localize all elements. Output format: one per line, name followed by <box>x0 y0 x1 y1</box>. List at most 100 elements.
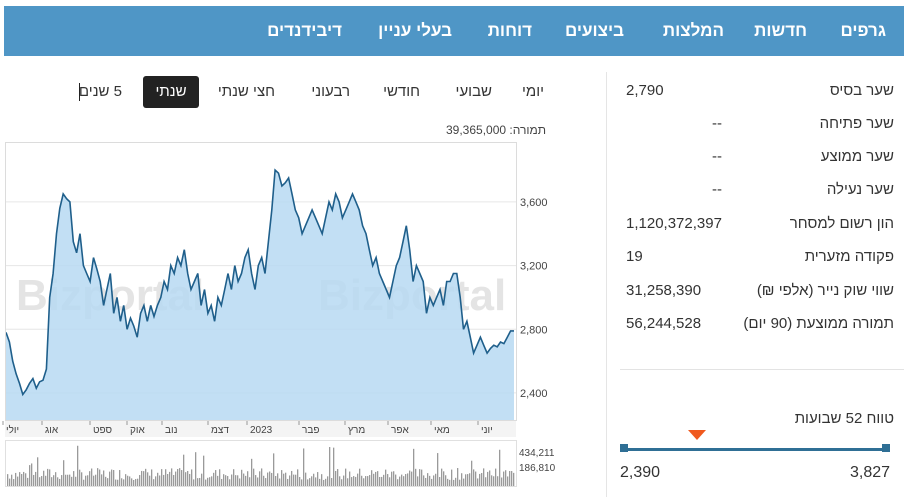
stat-row: הון רשום למסחר 1,120,372,397 <box>612 209 904 242</box>
volume-bar <box>239 478 241 486</box>
period-yearly[interactable]: שנתי <box>143 76 199 108</box>
volume-bar <box>315 477 317 486</box>
volume-bar <box>473 469 475 486</box>
volume-bar <box>419 469 421 486</box>
nav-tab-news[interactable]: חדשות <box>754 21 807 40</box>
volume-bar <box>143 471 145 486</box>
volume-bar <box>265 478 267 486</box>
volume-bar <box>189 473 191 486</box>
volume-bar <box>69 474 71 486</box>
volume-bar <box>125 474 127 486</box>
x-tick-label: אוק <box>130 425 145 436</box>
volume-bar <box>65 474 67 486</box>
stat-label: שער פתיחה <box>819 115 894 132</box>
period-half-year[interactable]: חצי שנתי <box>217 83 275 100</box>
volume-bar <box>441 468 443 486</box>
volume-bar <box>401 474 403 486</box>
x-tick-label: אפר <box>391 425 409 436</box>
volume-bar <box>75 476 77 486</box>
volume-bar <box>229 479 231 486</box>
volume-bar <box>303 448 305 486</box>
x-tick-label: דצמ <box>211 425 229 436</box>
volume-bar <box>455 477 457 486</box>
volume-bar <box>339 476 341 486</box>
nav-tab-reports[interactable]: דוחות <box>487 21 532 40</box>
volume-bar <box>365 476 367 486</box>
volume-tick-label: 186,810 <box>519 463 556 474</box>
volume-bar <box>199 477 201 486</box>
volume-bar <box>371 470 373 486</box>
price-chart[interactable]: BizportalBizportal 3,6003,2002,8002,400 … <box>0 138 560 497</box>
volume-bar <box>387 474 389 486</box>
volume-bar <box>489 470 491 486</box>
volume-bar <box>471 460 473 486</box>
volume-bar <box>197 478 199 486</box>
nav-tab-recommendations[interactable]: המלצות <box>662 21 724 40</box>
volume-bar <box>249 477 251 486</box>
nav-tab-dividends[interactable]: דיבידנדים <box>267 21 342 40</box>
volume-bar <box>421 469 423 486</box>
volume-bar <box>195 452 197 486</box>
volume-bar <box>187 470 189 486</box>
period-monthly[interactable]: חודשי <box>383 83 420 100</box>
volume-bar <box>45 475 47 486</box>
volume-bar <box>423 475 425 486</box>
volume-bar <box>407 473 409 486</box>
volume-bar <box>167 474 169 486</box>
volume-bar <box>145 468 147 486</box>
volume-bar <box>307 479 309 486</box>
volume-bar <box>225 475 227 486</box>
volume-bar <box>169 471 171 486</box>
volume-bar <box>51 477 53 486</box>
volume-bar <box>381 476 383 486</box>
volume-bar <box>509 470 511 486</box>
volume-bar <box>277 473 279 486</box>
period-weekly[interactable]: שבועי <box>455 83 492 100</box>
volume-bar <box>399 476 401 486</box>
volume-bar <box>467 474 469 486</box>
volume-bar <box>59 478 61 486</box>
volume-bar <box>147 472 149 486</box>
range-52-start-marker <box>620 444 628 452</box>
volume-bar <box>233 469 235 486</box>
top-navigation: גרפים חדשות המלצות ביצועים דוחות בעלי ענ… <box>4 6 904 56</box>
nav-tab-performance[interactable]: ביצועים <box>564 21 624 40</box>
volume-bar <box>319 478 321 486</box>
volume-bar <box>57 477 59 486</box>
volume-bar <box>331 477 333 486</box>
volume-bar <box>215 470 217 486</box>
volume-bar <box>513 472 515 486</box>
volume-bar <box>87 475 89 486</box>
volume-bar <box>425 477 427 486</box>
volume-bar <box>141 470 143 486</box>
volume-bar <box>25 473 27 486</box>
volume-bar <box>19 472 21 486</box>
period-quarterly[interactable]: רבעוני <box>311 83 350 100</box>
volume-bar <box>111 469 113 486</box>
period-daily[interactable]: יומי <box>522 83 544 100</box>
volume-bar <box>463 478 465 486</box>
range-52-end-marker <box>882 444 890 452</box>
volume-bar <box>281 470 283 486</box>
volume-bar <box>227 476 229 486</box>
volume-bar <box>27 477 29 486</box>
volume-bar <box>461 473 463 486</box>
nav-tab-stakeholders[interactable]: בעלי עניין <box>378 21 452 40</box>
volume-bar <box>171 468 173 486</box>
volume-bar <box>347 478 349 486</box>
price-area <box>6 170 514 420</box>
volume-bar <box>77 445 79 486</box>
period-selector: יומי שבועי חודשי רבעוני חצי שנתי שנתי 5 … <box>60 76 560 108</box>
volume-bar <box>117 479 119 486</box>
volume-bar <box>393 471 395 486</box>
nav-tab-graphs[interactable]: גרפים <box>840 21 886 40</box>
volume-bar <box>283 473 285 486</box>
x-tick-label: יולי <box>6 424 19 436</box>
volume-bar <box>337 469 339 486</box>
volume-bar <box>313 473 315 486</box>
volume-bar <box>309 478 311 486</box>
volume-bar <box>33 474 35 486</box>
period-5-years[interactable]: 5 שנים <box>78 83 122 100</box>
stat-row: שווי שוק נייר (אלפי ₪) 31,258,390 <box>612 276 904 309</box>
volume-bar <box>165 469 167 486</box>
